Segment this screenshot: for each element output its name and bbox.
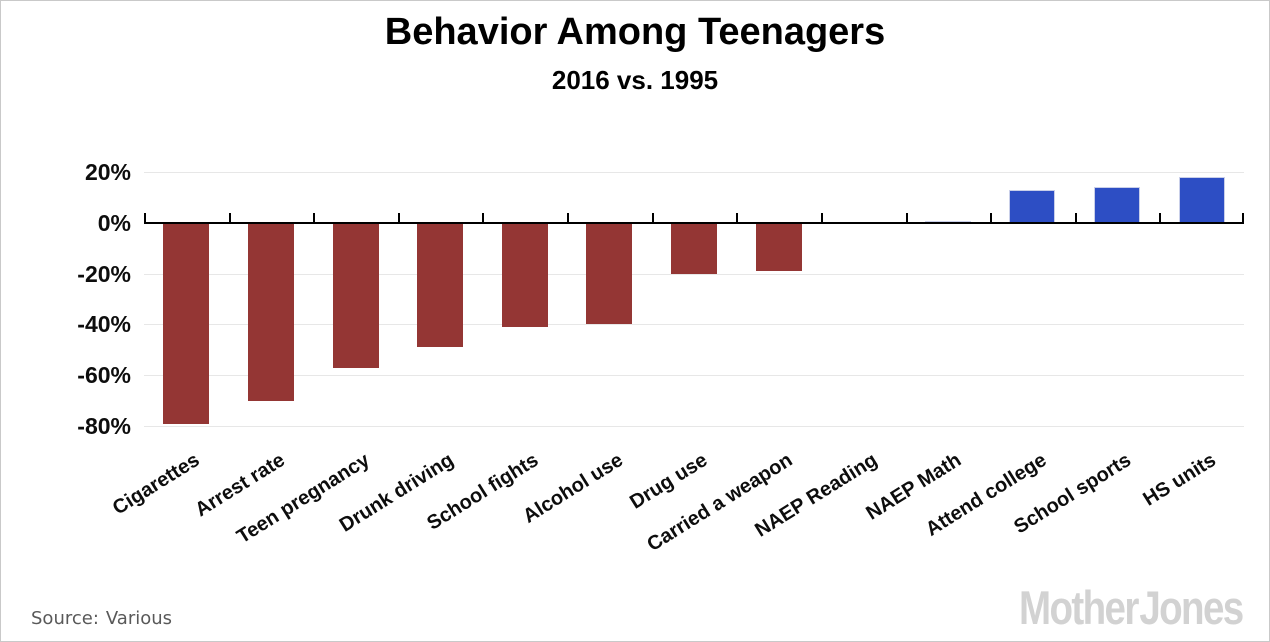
axis-tick bbox=[820, 212, 823, 222]
source-value: Various bbox=[105, 608, 173, 629]
bar-school-sports bbox=[1094, 187, 1141, 223]
axis-tick bbox=[651, 212, 654, 222]
bar-alcohol-use bbox=[586, 223, 633, 325]
axis-tick bbox=[990, 212, 993, 222]
bar-school-fights bbox=[501, 223, 548, 327]
axis-tick bbox=[228, 212, 231, 222]
chart-subtitle: 2016 vs. 1995 bbox=[551, 65, 719, 95]
y-axis-label--40: -40% bbox=[77, 311, 131, 338]
bar-attend-college bbox=[1009, 189, 1056, 223]
x-axis-label-cigarettes: Cigarettes bbox=[109, 449, 204, 520]
bar-carried-a-weapon bbox=[755, 223, 802, 271]
bar-hs-units bbox=[1178, 176, 1225, 223]
chart-title: Behavior Among Teenagers bbox=[384, 11, 886, 53]
axis-tick bbox=[397, 212, 400, 222]
plot-area: 20% 0% -20% -40% -60% -80% Cigarettes Arrest ra… bbox=[77, 159, 1244, 556]
axis-tick bbox=[1159, 212, 1162, 222]
axis-tick bbox=[144, 212, 146, 222]
source-label: Source: bbox=[31, 608, 99, 629]
bar-drunk-driving bbox=[417, 223, 464, 348]
axis-tick bbox=[1074, 212, 1077, 222]
bar-teen-pregnancy bbox=[332, 223, 379, 368]
axis-tick bbox=[905, 212, 908, 222]
y-axis-label--20: -20% bbox=[77, 260, 131, 287]
axis-tick bbox=[567, 212, 570, 222]
source-note: Source: Various bbox=[31, 608, 172, 629]
bar-arrest-rate bbox=[247, 223, 294, 401]
axis-tick bbox=[1242, 212, 1244, 222]
x-axis-label-carried-a-weapon: Carried a weapon bbox=[643, 449, 797, 557]
axis-tick bbox=[313, 212, 316, 222]
gridline--40 bbox=[144, 324, 1244, 326]
gridline-20 bbox=[144, 171, 1244, 173]
gridline--20 bbox=[144, 273, 1244, 275]
bar-cigarettes bbox=[163, 223, 210, 424]
y-axis-label--60: -60% bbox=[77, 362, 131, 389]
gridline--60 bbox=[144, 375, 1244, 377]
y-axis-label-0: 0% bbox=[97, 209, 131, 236]
bar-drug-use bbox=[671, 223, 717, 274]
x-axis-line bbox=[144, 221, 1244, 224]
axis-tick bbox=[482, 212, 485, 222]
y-axis-label-20: 20% bbox=[84, 158, 131, 185]
motherjones-logo: Mother Jones bbox=[1019, 581, 1245, 634]
y-axis-label--80: -80% bbox=[77, 413, 131, 440]
gridline--80 bbox=[144, 426, 1244, 428]
axis-tick bbox=[736, 212, 739, 222]
x-axis-label-hs-units: HS units bbox=[1138, 449, 1220, 511]
